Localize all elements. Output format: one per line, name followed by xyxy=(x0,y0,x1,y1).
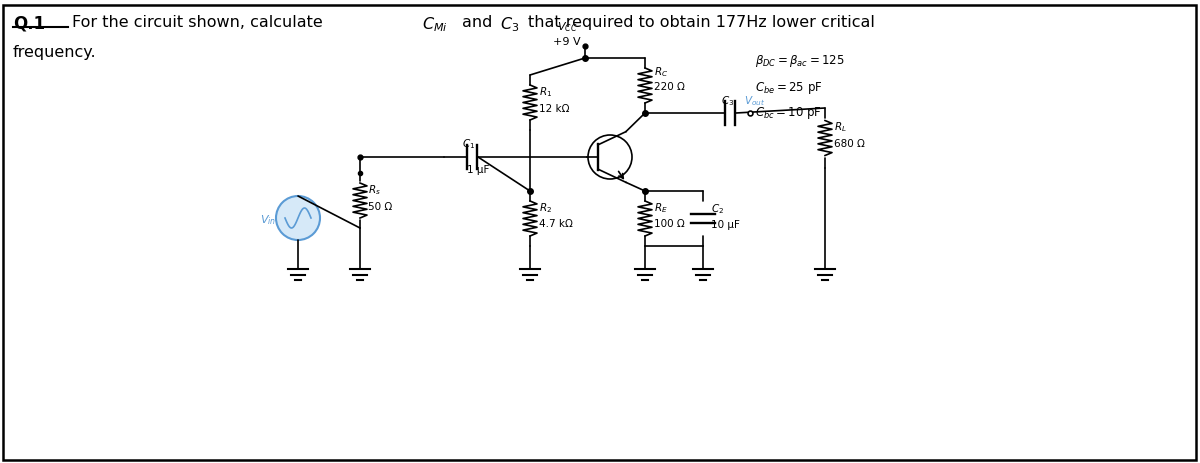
Text: 50 Ω: 50 Ω xyxy=(368,201,392,212)
Text: $V_{in}$: $V_{in}$ xyxy=(260,213,276,227)
Text: $R_C$: $R_C$ xyxy=(654,65,668,79)
Text: frequency.: frequency. xyxy=(13,45,97,60)
Text: +9 V: +9 V xyxy=(553,37,581,47)
Text: $C_{be} = 25\ \mathrm{pF}$: $C_{be} = 25\ \mathrm{pF}$ xyxy=(755,80,822,96)
Text: and: and xyxy=(462,15,498,30)
Text: 100 Ω: 100 Ω xyxy=(654,219,685,230)
Text: $R_2$: $R_2$ xyxy=(539,201,552,215)
Text: $C_1$: $C_1$ xyxy=(462,137,475,151)
Text: $R_E$: $R_E$ xyxy=(654,201,667,215)
Text: 1 μF: 1 μF xyxy=(467,165,490,175)
Text: For the circuit shown, calculate: For the circuit shown, calculate xyxy=(72,15,328,30)
Text: 12 kΩ: 12 kΩ xyxy=(539,104,570,113)
FancyBboxPatch shape xyxy=(2,5,1196,460)
Text: $V_{out}$: $V_{out}$ xyxy=(744,94,766,108)
Text: $C_3$: $C_3$ xyxy=(500,15,520,34)
Text: $R_1$: $R_1$ xyxy=(539,86,552,99)
Text: 680 Ω: 680 Ω xyxy=(834,139,865,149)
Text: $C_2$: $C_2$ xyxy=(710,202,724,216)
Text: $R_s$: $R_s$ xyxy=(368,183,380,197)
Text: $C_{bc} = 10\ \mathrm{pF}$: $C_{bc} = 10\ \mathrm{pF}$ xyxy=(755,105,822,121)
Text: $R_L$: $R_L$ xyxy=(834,120,847,134)
Text: $C_{Mi}$: $C_{Mi}$ xyxy=(422,15,448,34)
Circle shape xyxy=(276,196,320,240)
Text: 220 Ω: 220 Ω xyxy=(654,82,685,93)
Text: $C_3$: $C_3$ xyxy=(721,94,734,108)
Text: $V_{CC}$: $V_{CC}$ xyxy=(557,20,577,34)
Text: 4.7 kΩ: 4.7 kΩ xyxy=(539,219,572,230)
Text: Q.1: Q.1 xyxy=(13,15,46,33)
Text: $\beta_{DC} = \beta_{ac} = 125$: $\beta_{DC} = \beta_{ac} = 125$ xyxy=(755,53,845,69)
Text: that required to obtain 177Hz lower critical: that required to obtain 177Hz lower crit… xyxy=(528,15,875,30)
Text: 10 μF: 10 μF xyxy=(710,220,740,231)
